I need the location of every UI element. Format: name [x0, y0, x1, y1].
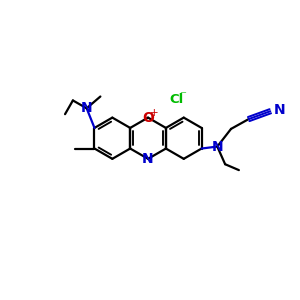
Text: O: O: [142, 111, 154, 124]
Text: ⁻: ⁻: [179, 89, 186, 103]
Text: Cl: Cl: [169, 93, 184, 106]
Text: N: N: [274, 103, 286, 117]
Text: N: N: [212, 140, 223, 154]
Text: N: N: [81, 101, 92, 115]
Text: N: N: [142, 152, 154, 166]
Text: +: +: [150, 108, 158, 118]
